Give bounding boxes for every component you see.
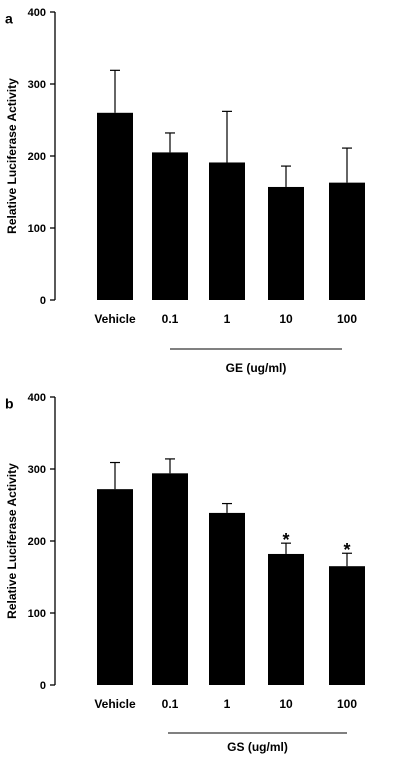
category-label: 100 bbox=[337, 312, 357, 326]
panel-b: b 0 100 200 300 400 Relative Luciferase Activi… bbox=[5, 392, 365, 754]
bar bbox=[329, 182, 365, 300]
bar bbox=[268, 553, 304, 685]
y-tick-label: 0 bbox=[40, 680, 46, 692]
group-label: GS (ug/ml) bbox=[227, 740, 288, 754]
category-label: 0.1 bbox=[162, 312, 179, 326]
panel-label: b bbox=[5, 395, 14, 411]
panel-a: a 0 100 200 300 400 Relative Luciferase Activi… bbox=[5, 7, 365, 375]
category-label: 10 bbox=[279, 697, 293, 711]
bar bbox=[97, 489, 133, 685]
bar bbox=[152, 152, 188, 300]
significance-marker: * bbox=[282, 530, 289, 550]
y-tick-label: 300 bbox=[28, 464, 46, 476]
y-tick-label: 100 bbox=[28, 608, 46, 620]
y-tick-label: 400 bbox=[28, 7, 46, 19]
y-tick-label: 300 bbox=[28, 79, 46, 91]
bar bbox=[268, 186, 304, 300]
y-tick-label: 400 bbox=[28, 392, 46, 404]
y-tick-label: 100 bbox=[28, 223, 46, 235]
bar bbox=[209, 162, 245, 300]
y-tick-label: 0 bbox=[40, 295, 46, 307]
bar bbox=[152, 473, 188, 685]
category-label: 10 bbox=[279, 312, 293, 326]
y-axis-label: Relative Luciferase Activity bbox=[5, 463, 19, 619]
bar bbox=[97, 112, 133, 300]
bar bbox=[329, 566, 365, 685]
group-label: GE (ug/ml) bbox=[226, 361, 287, 375]
panel-label: a bbox=[5, 10, 13, 26]
category-label: 100 bbox=[337, 697, 357, 711]
category-label: Vehicle bbox=[94, 697, 136, 711]
category-label: 0.1 bbox=[162, 697, 179, 711]
significance-marker: * bbox=[343, 540, 350, 560]
bar bbox=[209, 512, 245, 685]
category-label: 1 bbox=[224, 697, 231, 711]
y-tick-label: 200 bbox=[28, 536, 46, 548]
category-label: 1 bbox=[224, 312, 231, 326]
y-tick-label: 200 bbox=[28, 151, 46, 163]
category-label: Vehicle bbox=[94, 312, 136, 326]
y-axis-label: Relative Luciferase Activity bbox=[5, 78, 19, 234]
